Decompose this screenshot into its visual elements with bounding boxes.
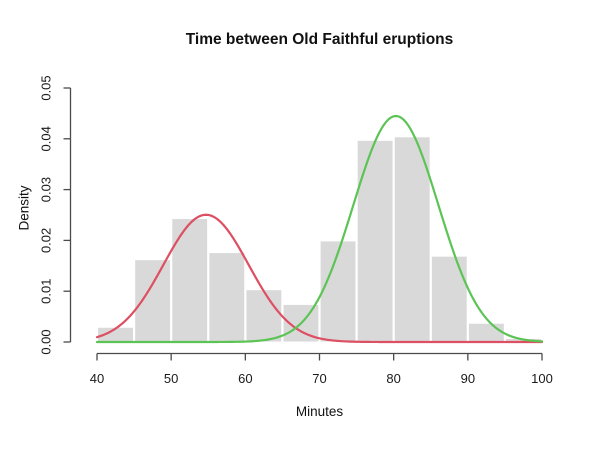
density-curve-mixture-component-2-green [95, 114, 544, 344]
histogram-bar [467, 322, 505, 343]
y-tick-label: 0.01 [39, 279, 54, 304]
histogram-bar [356, 139, 394, 343]
x-tick-label: 90 [461, 371, 475, 386]
histogram-bar [134, 259, 172, 343]
histogram-bar [208, 252, 246, 343]
histogram-bar [319, 240, 357, 343]
y-tick-label: 0.05 [39, 75, 54, 100]
chart-title: Time between Old Faithful eruptions [185, 31, 454, 48]
histogram-bar [171, 218, 209, 343]
y-tick-label: 0.03 [39, 177, 54, 202]
x-tick-label: 40 [90, 371, 104, 386]
histogram-bar [430, 255, 468, 343]
y-tick-label: 0.00 [39, 329, 54, 354]
histogram-bar [245, 289, 283, 343]
x-tick-label: 60 [238, 371, 252, 386]
density-curve-mixture-component-1-red [95, 213, 544, 344]
x-tick-label: 100 [531, 371, 553, 386]
histogram-bar [393, 136, 431, 343]
x-tick-label: 70 [312, 371, 326, 386]
x-axis-label: Minutes [295, 404, 344, 419]
x-tick-label: 80 [386, 371, 400, 386]
x-tick-label: 50 [164, 371, 178, 386]
y-tick-label: 0.04 [39, 126, 54, 151]
y-tick-label: 0.02 [39, 228, 54, 253]
